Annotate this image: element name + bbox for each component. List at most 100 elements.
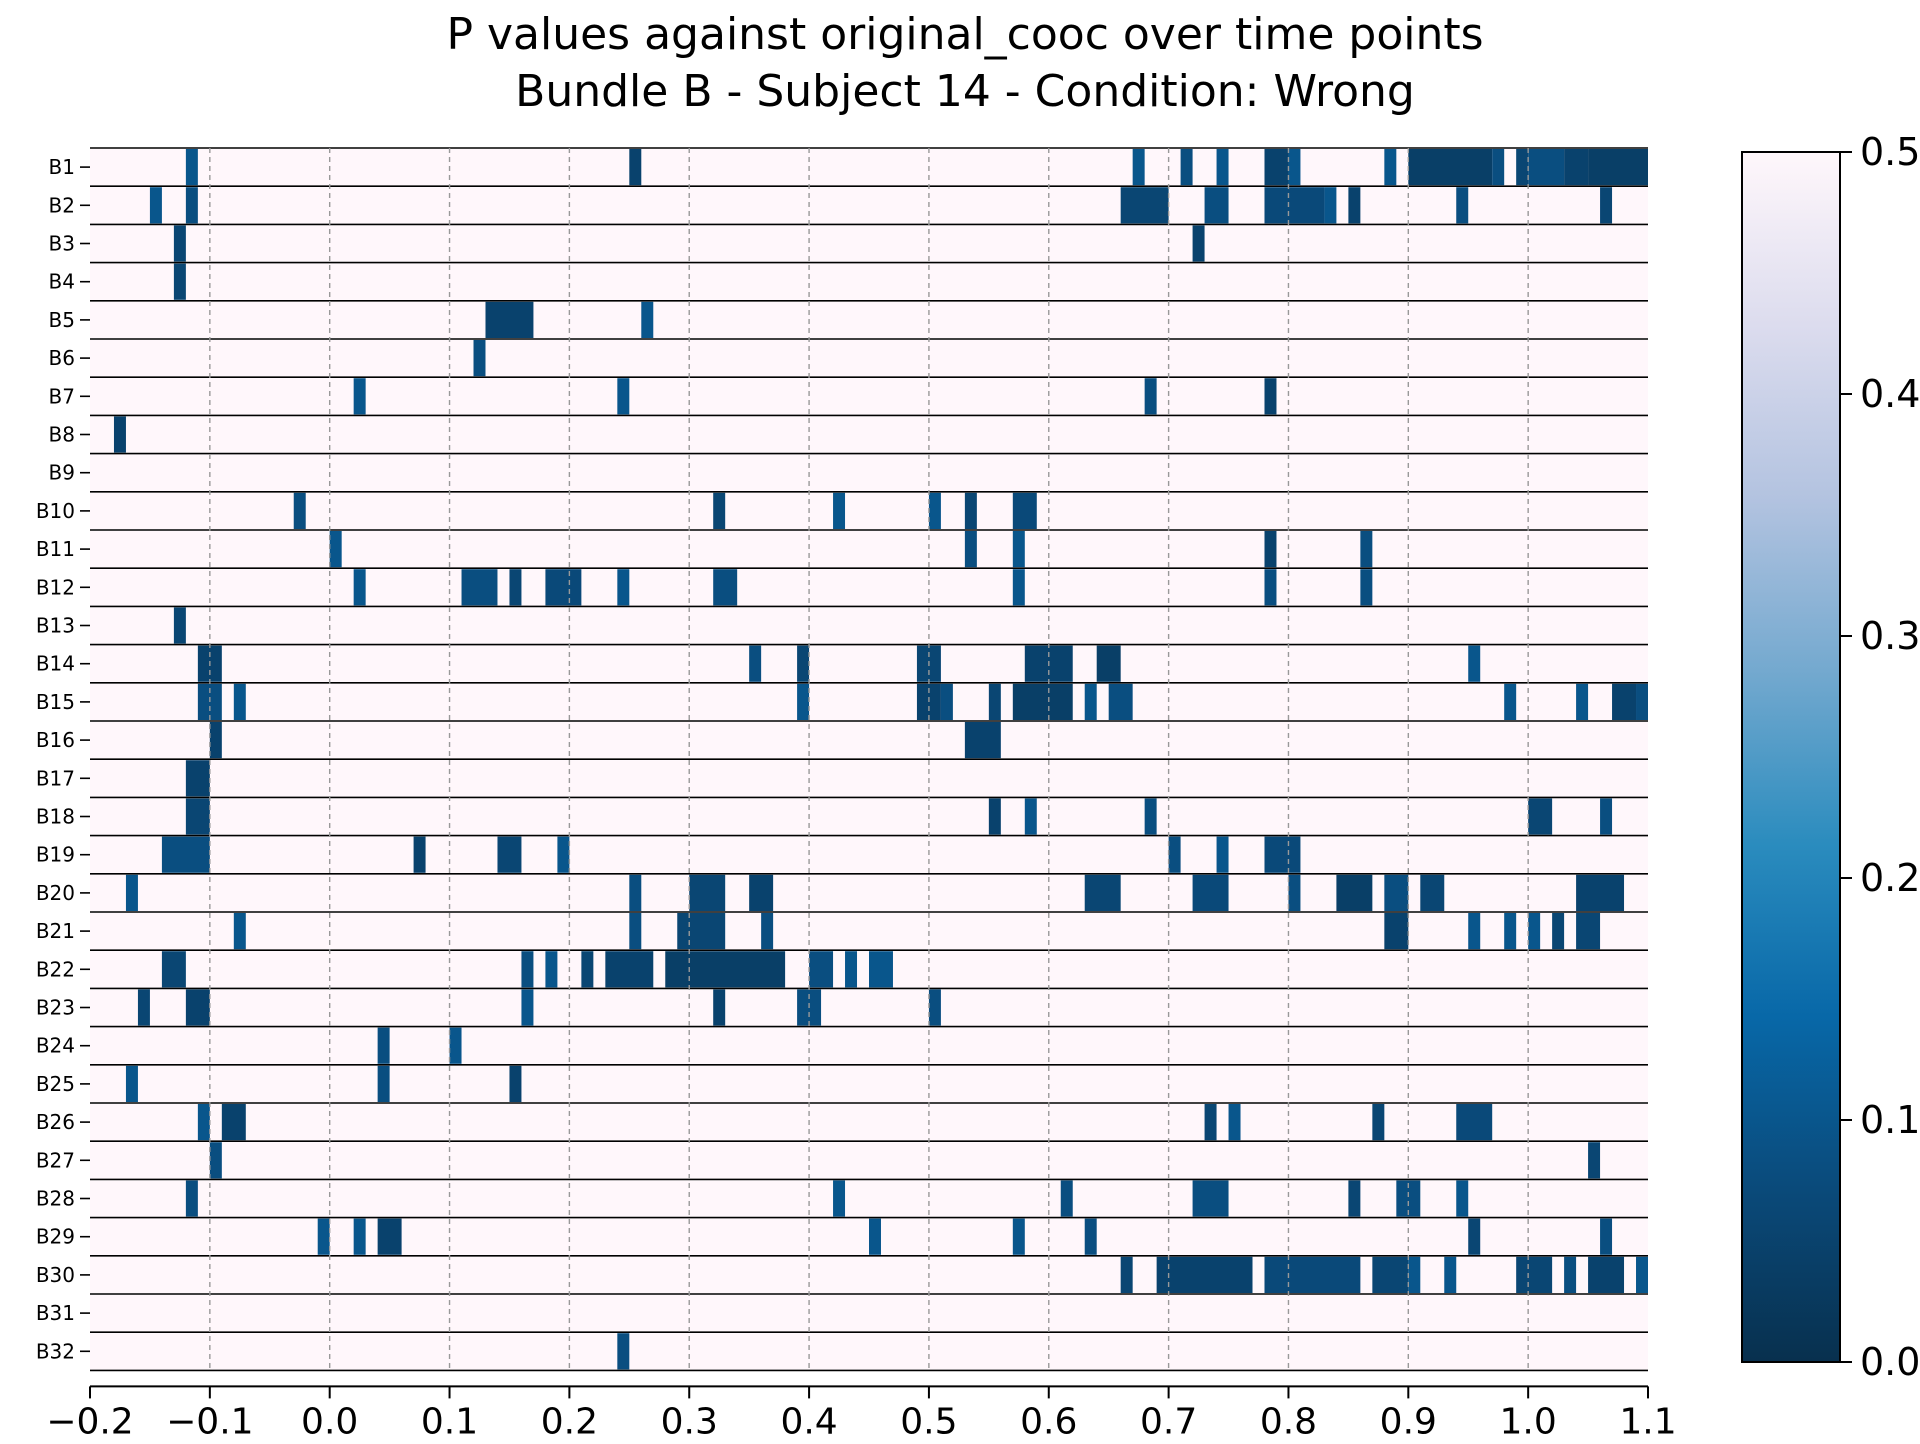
- heatmap-cell: [377, 1065, 390, 1102]
- heatmap-cell: [509, 569, 522, 606]
- heatmap-cell: [797, 645, 810, 682]
- heatmap-cell: [1384, 913, 1409, 950]
- row-background: [90, 1027, 1648, 1064]
- heatmap-cell: [1192, 874, 1229, 911]
- heatmap-cell: [149, 187, 162, 224]
- heatmap-cell: [173, 263, 186, 300]
- row-b24: [90, 1027, 1648, 1064]
- heatmap-cell: [689, 874, 726, 911]
- heatmap-cell: [1144, 378, 1157, 415]
- heatmap-cell: [1600, 1218, 1613, 1255]
- heatmap-cell: [1456, 187, 1469, 224]
- heatmap-cell: [1348, 1180, 1361, 1217]
- heatmap-cell: [197, 1104, 210, 1141]
- heatmap-cell: [1564, 1256, 1577, 1293]
- row-b6: [90, 340, 1648, 377]
- row-background: [90, 1142, 1648, 1179]
- heatmap-cell: [353, 378, 366, 415]
- x-tick-label: 0.0: [301, 1401, 358, 1440]
- colorbar: [1741, 151, 1841, 1363]
- heatmap-cell: [1120, 187, 1169, 224]
- colorbar-tick-label: 0.4: [1860, 372, 1920, 416]
- heatmap-cell: [1408, 1256, 1421, 1293]
- heatmap-cell: [617, 1333, 630, 1370]
- heatmap-cell: [988, 683, 1001, 720]
- x-tick-label: 0.5: [900, 1401, 957, 1440]
- y-tick-label: B19: [36, 843, 75, 867]
- y-tick-label: B4: [49, 270, 75, 294]
- heatmap-cell: [1516, 1256, 1553, 1293]
- heatmap-cell: [761, 913, 774, 950]
- heatmap-cell: [1456, 1180, 1469, 1217]
- y-tick-label: B26: [36, 1110, 75, 1134]
- heatmap-cell: [749, 874, 774, 911]
- row-b7: [90, 378, 1648, 415]
- heatmap-cell: [1120, 1256, 1133, 1293]
- row-b8: [90, 416, 1648, 453]
- x-tick-label: 0.8: [1260, 1401, 1317, 1440]
- heatmap-cell: [1012, 569, 1025, 606]
- row-background: [90, 760, 1648, 797]
- heatmap-cell: [833, 492, 846, 529]
- row-b19: [90, 836, 1648, 873]
- heatmap-cell: [1288, 874, 1301, 911]
- x-tick-label: 0.7: [1140, 1401, 1197, 1440]
- x-tick-label: 1.1: [1619, 1401, 1676, 1440]
- heatmap-cell: [521, 989, 534, 1026]
- colorbar-tick-label: 0.3: [1860, 614, 1920, 658]
- row-background: [90, 492, 1648, 529]
- heatmap-cell: [1288, 149, 1301, 186]
- heatmap-cell: [1576, 874, 1625, 911]
- y-tick-label: B11: [36, 537, 75, 561]
- heatmap-cell: [125, 874, 138, 911]
- heatmap-cell: [233, 683, 246, 720]
- heatmap-cell: [1144, 798, 1157, 835]
- heatmap-cell: [1264, 378, 1277, 415]
- colorbar-tick-label: 0.0: [1860, 1340, 1920, 1384]
- heatmap-cell: [605, 951, 654, 988]
- x-tick-label: 0.4: [780, 1401, 837, 1440]
- heatmap-cell: [1192, 1180, 1229, 1217]
- row-b16: [90, 722, 1648, 759]
- y-tick-label: B12: [36, 575, 75, 599]
- heatmap-cell: [317, 1218, 330, 1255]
- heatmap-cell: [1096, 645, 1121, 682]
- heatmap-cell: [185, 187, 198, 224]
- row-background: [90, 378, 1648, 415]
- heatmap-cell: [1264, 1256, 1361, 1293]
- y-tick-label: B28: [36, 1187, 75, 1211]
- y-tick-label: B3: [49, 232, 75, 256]
- heatmap-cell: [1012, 1218, 1025, 1255]
- row-background: [90, 1180, 1648, 1217]
- heatmap-cell: [125, 1065, 138, 1102]
- heatmap-cell: [1552, 913, 1565, 950]
- heatmap-cell: [1384, 149, 1397, 186]
- heatmap-cell: [1576, 913, 1601, 950]
- heatmap-cell: [209, 722, 222, 759]
- heatmap-cell: [1264, 187, 1325, 224]
- row-b15: [90, 683, 1648, 720]
- row-background: [90, 1295, 1648, 1332]
- row-background: [90, 722, 1648, 759]
- x-tick-label: 0.2: [541, 1401, 598, 1440]
- heatmap-cell: [1180, 149, 1193, 186]
- heatmap-cell: [1528, 913, 1541, 950]
- heatmap-cell: [1636, 1256, 1648, 1293]
- heatmap-cell: [665, 951, 786, 988]
- heatmap-cell: [1468, 1218, 1481, 1255]
- heatmap-cell: [173, 225, 186, 262]
- heatmap-cell: [964, 531, 977, 568]
- heatmap-cell: [809, 951, 834, 988]
- heatmap-cell: [377, 1027, 390, 1064]
- y-tick-label: B8: [49, 423, 75, 447]
- heatmap-cell: [641, 301, 654, 338]
- heatmap-cell: [869, 951, 893, 988]
- heatmap-cell: [1084, 683, 1097, 720]
- heatmap-cell: [473, 340, 486, 377]
- heatmap-cell: [521, 951, 534, 988]
- heatmap-cell: [1348, 187, 1361, 224]
- row-b14: [90, 645, 1648, 682]
- heatmap-cell: [1264, 569, 1277, 606]
- row-background: [90, 187, 1648, 224]
- heatmap-cell: [1264, 531, 1277, 568]
